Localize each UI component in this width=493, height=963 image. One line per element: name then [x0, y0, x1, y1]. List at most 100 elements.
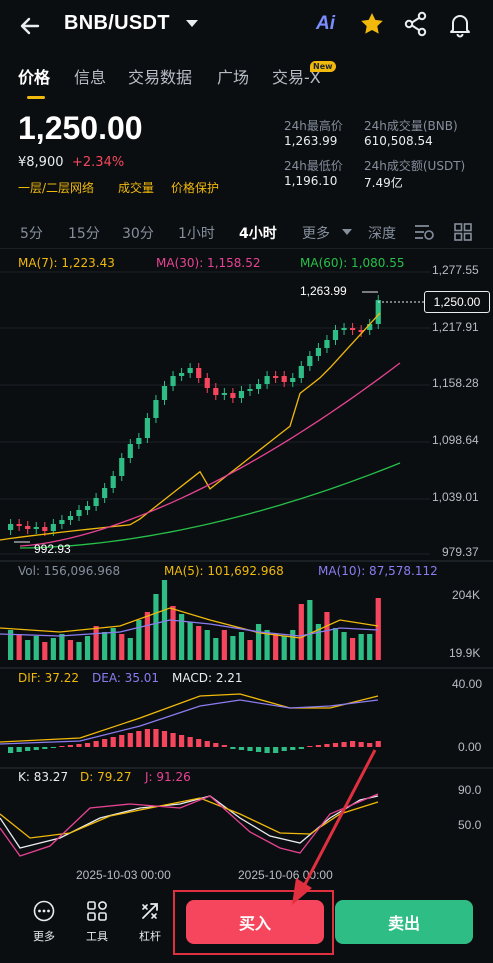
macd-tick-zero: 0.00 — [458, 740, 482, 754]
volume-bar — [307, 600, 313, 660]
candle-body — [179, 373, 185, 376]
volume-bar — [110, 628, 116, 660]
candle-body — [264, 376, 270, 384]
indicator-settings-icon[interactable] — [413, 222, 435, 242]
macd-bar — [136, 731, 142, 747]
volume-bar — [33, 636, 39, 660]
pair-title[interactable]: BNB/USDT — [64, 12, 170, 34]
tab-price[interactable]: 价格 — [18, 68, 51, 87]
vol-ma5-label: MA(5): 101,692.968 — [164, 564, 284, 578]
candle-body — [196, 368, 202, 378]
candle-body — [298, 366, 304, 378]
tab-trade-data[interactable]: 交易数据 — [128, 68, 193, 87]
macd-bar — [324, 744, 330, 747]
share-icon[interactable] — [402, 10, 430, 38]
candle-body — [341, 328, 347, 330]
interval-more[interactable]: 更多 — [302, 226, 330, 242]
ai-icon[interactable]: Ai — [316, 13, 335, 34]
stat-low: 1,196.10 — [284, 174, 338, 188]
macd-bar — [161, 731, 168, 747]
volume-bar — [59, 634, 65, 660]
tab-square[interactable]: 广场 — [217, 68, 250, 87]
macd-bar — [298, 747, 304, 749]
high-price-marker: 1,263.99 — [300, 284, 347, 298]
candle-body — [255, 384, 262, 389]
interval-4h[interactable]: 4小时 — [239, 226, 277, 242]
macd-bar — [25, 747, 31, 751]
volume-bar — [298, 604, 304, 660]
dif-label: DIF: 37.22 — [18, 671, 79, 685]
volume-bar — [187, 622, 193, 660]
kline-chart[interactable]: MA(7): 1,223.43 MA(30): 1,158.52 MA(60):… — [0, 248, 493, 888]
volume-bar — [93, 626, 99, 660]
price-tick-2: 1,217.91 — [432, 320, 479, 334]
back-arrow-icon[interactable] — [16, 12, 44, 40]
macd-bar — [33, 747, 39, 750]
leverage-tool[interactable]: 杠杆 — [128, 900, 172, 944]
sell-button[interactable]: 卖出 — [335, 900, 473, 944]
stat-vol-label: 24h成交量(BNB) — [364, 119, 458, 133]
current-price-tag: 1,250.00 — [424, 291, 490, 313]
volume-bar — [179, 614, 185, 660]
ma30-label: MA(30): 1,158.52 — [156, 256, 261, 270]
buy-button[interactable]: 买入 — [186, 900, 324, 944]
candle-body — [247, 389, 253, 391]
macd-bar — [50, 747, 56, 748]
candle-body — [187, 368, 193, 373]
tab-info[interactable]: 信息 — [74, 68, 107, 87]
tag-volume[interactable]: 成交量 — [118, 181, 155, 195]
macd-bar — [102, 739, 108, 747]
macd-bar — [350, 741, 356, 747]
interval-30m[interactable]: 30分 — [122, 226, 154, 242]
more-tool[interactable]: 更多 — [22, 900, 66, 944]
vol-tick-low: 19.9K — [449, 646, 481, 660]
candle-body — [102, 488, 108, 498]
macd-bar — [16, 747, 22, 752]
tools-tool[interactable]: 工具 — [75, 900, 119, 944]
interval-1h[interactable]: 1小时 — [178, 226, 215, 242]
volume-bar — [358, 634, 364, 660]
macd-bar — [375, 741, 381, 747]
grid-tools-icon — [87, 901, 107, 921]
interval-15m[interactable]: 15分 — [68, 226, 100, 242]
stat-high-label: 24h最高价 — [284, 119, 343, 133]
vol-ma10-line — [0, 619, 379, 637]
tag-layer-network[interactable]: 一层/二层网络 — [18, 181, 95, 195]
kdj-tick-low: 50.0 — [458, 818, 482, 832]
candle-body — [59, 520, 65, 524]
tab-trade-x[interactable]: 交易-X — [272, 68, 321, 87]
ma7-line — [0, 312, 381, 541]
volume-bar — [25, 640, 31, 660]
star-icon[interactable] — [358, 10, 386, 38]
low-price-marker: 992.93 — [34, 542, 71, 556]
ma30-line — [19, 362, 401, 547]
interval-5m[interactable]: 5分 — [20, 226, 43, 242]
volume-bar — [375, 598, 381, 660]
caret-down-icon[interactable] — [186, 20, 198, 27]
macd-bar — [153, 729, 159, 747]
chevron-down-icon[interactable] — [342, 229, 352, 235]
macd-bar — [76, 744, 82, 747]
macd-bar — [247, 747, 253, 751]
macd-bar — [341, 742, 347, 747]
volume-bar — [119, 634, 125, 660]
j-line — [0, 793, 379, 857]
macd-bar — [84, 743, 91, 747]
candle-body — [367, 324, 373, 330]
candle-body — [375, 300, 381, 324]
tag-price-protection[interactable]: 价格保护 — [171, 181, 220, 195]
macd-bar — [110, 737, 116, 747]
vol-ma5-line — [0, 607, 379, 639]
last-price: 1,250.00 — [18, 110, 143, 146]
price-tick-3: 1,158.28 — [432, 376, 479, 390]
volume-bar — [170, 606, 176, 660]
macd-bar — [59, 746, 65, 747]
volume-bar — [136, 620, 142, 660]
candle-body — [315, 348, 321, 356]
layout-grid-icon[interactable] — [454, 223, 472, 241]
volume-bar — [290, 630, 296, 660]
macd-bar — [230, 747, 236, 749]
d-label: D: 79.27 — [80, 770, 132, 784]
bell-icon[interactable] — [446, 10, 474, 38]
interval-depth[interactable]: 深度 — [368, 226, 396, 242]
